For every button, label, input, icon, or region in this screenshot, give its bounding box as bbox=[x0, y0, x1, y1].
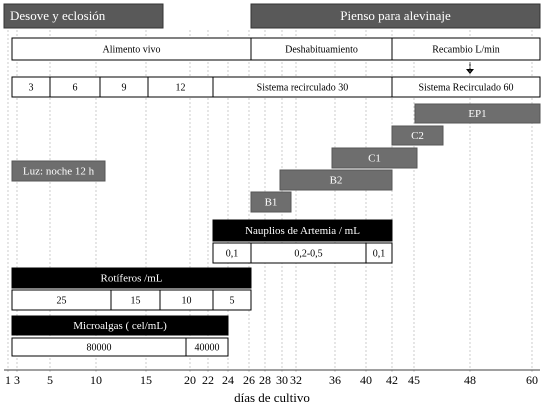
system-label: 6 bbox=[73, 82, 78, 93]
tick-label: 3 bbox=[14, 373, 20, 387]
tick-label: 36 bbox=[329, 373, 341, 387]
phase-label: Pienso para alevinaje bbox=[340, 8, 451, 23]
artemia-value: 0,1 bbox=[373, 248, 386, 259]
tick-label: 10 bbox=[90, 373, 102, 387]
stage-label: B2 bbox=[330, 175, 343, 187]
rotifers-value: 5 bbox=[230, 295, 235, 306]
phase-label-box bbox=[3, 3, 164, 29]
system-label: Sistema Recirculado 60 bbox=[419, 82, 514, 93]
tick-label: 15 bbox=[140, 373, 152, 387]
stage-label-box bbox=[331, 147, 418, 169]
system-label-box bbox=[391, 76, 541, 98]
microalgae-title-box bbox=[11, 315, 229, 336]
phase-label-box bbox=[250, 3, 541, 29]
tick-label: 45 bbox=[408, 373, 420, 387]
light-label-box bbox=[11, 160, 106, 182]
axis-title: días de cultivo bbox=[234, 390, 310, 405]
tick-label: 30 bbox=[276, 373, 288, 387]
tick-label: 60 bbox=[526, 373, 538, 387]
artemia-value: 0,2-0,5 bbox=[294, 248, 322, 259]
microalgae-title: Microalgas ( cel/mL) bbox=[73, 320, 167, 332]
feeding-label-box bbox=[391, 37, 541, 61]
tick-label: 26 bbox=[243, 373, 255, 387]
feeding-label: Recambio L/min bbox=[432, 44, 500, 55]
microalgae-value: 80000 bbox=[87, 342, 112, 353]
stage-label: C1 bbox=[368, 153, 381, 165]
stage-label-box bbox=[414, 103, 541, 124]
tick-label: 5 bbox=[47, 373, 53, 387]
tick-label: 24 bbox=[222, 373, 234, 387]
stage-label-box bbox=[279, 169, 393, 191]
stage-label: EP1 bbox=[468, 108, 486, 120]
stage-label-box bbox=[250, 191, 292, 213]
tick-label: 20 bbox=[184, 373, 196, 387]
stage-label: C2 bbox=[411, 130, 424, 142]
artemia-value-box bbox=[365, 242, 393, 264]
tick-label: 42 bbox=[386, 373, 398, 387]
system-label: Sistema recirculado 30 bbox=[257, 82, 349, 93]
tick-label: 22 bbox=[202, 373, 214, 387]
phase-label: Desove y eclosión bbox=[10, 8, 106, 23]
microalgae-value: 40000 bbox=[195, 342, 220, 353]
feeding-label: Deshabituamiento bbox=[285, 44, 358, 55]
artemia-title: Nauplios de Artemia / mL bbox=[245, 225, 360, 237]
rotifers-value-box bbox=[212, 289, 252, 311]
tick-label: 1 bbox=[5, 373, 11, 387]
feeding-label: Alimento vivo bbox=[102, 44, 160, 55]
tick-label: 40 bbox=[360, 373, 372, 387]
tick-label: 48 bbox=[464, 373, 476, 387]
system-label: 9 bbox=[122, 82, 127, 93]
system-label: 12 bbox=[176, 82, 186, 93]
system-label: 3 bbox=[29, 82, 34, 93]
microalgae-value-box bbox=[185, 337, 229, 357]
stage-label: B1 bbox=[265, 197, 278, 209]
artemia-value: 0,1 bbox=[226, 248, 239, 259]
rotifers-title: Rotíferos /mL bbox=[100, 273, 162, 285]
rotifers-title-box bbox=[11, 267, 252, 289]
light-label: Luz: noche 12 h bbox=[23, 166, 95, 178]
rotifers-value: 10 bbox=[182, 295, 192, 306]
tick-label: 32 bbox=[290, 373, 302, 387]
artemia-title-box bbox=[212, 219, 393, 242]
rotifers-value: 25 bbox=[57, 295, 67, 306]
stage-label-box bbox=[391, 125, 444, 146]
tick-label: 28 bbox=[259, 373, 271, 387]
rotifers-value: 15 bbox=[131, 295, 141, 306]
